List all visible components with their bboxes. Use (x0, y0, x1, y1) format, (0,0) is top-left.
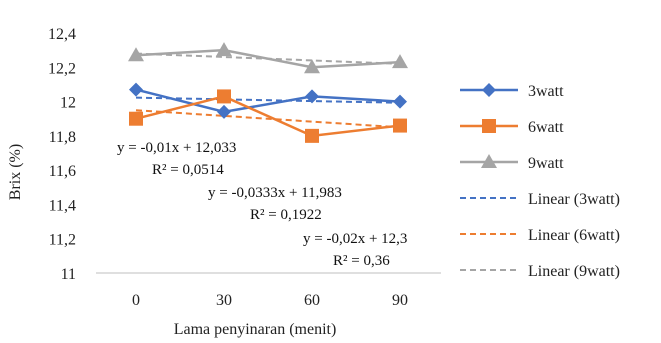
x-tick-label: 30 (216, 292, 232, 309)
trendline-3watt (135, 96, 401, 104)
x-tick-label: 0 (132, 292, 140, 309)
data-point-6watt (129, 111, 143, 126)
data-point-3watt (217, 104, 231, 119)
y-tick-label: 11,6 (49, 163, 76, 180)
data-point-9watt (304, 59, 320, 74)
series-line-9watt (135, 48, 401, 69)
legend-marker-9watt (481, 154, 497, 168)
legend-label-trend: Linear (3watt) (528, 191, 620, 208)
y-tick-label: 11 (61, 266, 76, 283)
data-point-9watt (128, 47, 144, 62)
trendline-6watt (135, 109, 401, 129)
trend-r2-3watt: R² = 0,0514 (152, 162, 224, 178)
legend-marker-3watt (482, 83, 496, 97)
trend-equation-9watt: y = -0,02x + 12,3 (303, 231, 407, 247)
data-point-6watt (393, 118, 407, 133)
trend-r2-6watt: R² = 0,1922 (250, 207, 322, 223)
legend-label-9watt: 9watt (528, 155, 564, 172)
trend-equation-3watt: y = -0,01x + 12,033 (117, 140, 236, 156)
data-point-3watt (305, 89, 319, 104)
data-point-9watt (392, 54, 408, 69)
y-tick-label: 12 (60, 95, 76, 112)
legend-label-trend: Linear (9watt) (528, 263, 620, 280)
series-line-6watt (135, 95, 401, 138)
y-axis-title: Brix (%) (7, 144, 24, 200)
data-point-9watt (216, 42, 232, 57)
y-tick-label: 11,8 (49, 129, 76, 146)
trend-r2-9watt: R² = 0,36 (333, 253, 390, 269)
legend-marker-6watt (482, 119, 496, 133)
legend-label-6watt: 6watt (528, 119, 564, 136)
y-tick-label: 11,4 (49, 197, 76, 214)
x-axis-title: Lama penyinaran (menit) (174, 321, 337, 338)
y-tick-label: 11,2 (49, 232, 76, 249)
y-tick-label: 12,4 (48, 26, 76, 43)
data-point-3watt (129, 82, 143, 97)
data-point-3watt (393, 94, 407, 109)
series-lines (128, 42, 408, 143)
data-point-6watt (217, 89, 231, 104)
x-tick-label: 60 (304, 292, 320, 309)
legend: 3watt 6watt 9watt Linear (3watt) Linear (6wa… (460, 83, 620, 280)
legend-label-trend: Linear (6watt) (528, 227, 620, 244)
trend-equation-6watt: y = -0,0333x + 11,983 (208, 185, 342, 201)
legend-label-3watt: 3watt (528, 83, 564, 100)
data-point-6watt (305, 128, 319, 143)
x-tick-label: 90 (392, 292, 408, 309)
series-line-3watt (135, 88, 401, 114)
y-tick-label: 12,2 (48, 60, 76, 77)
tick-labels: 11 11,2 11,4 11,6 11,8 12 12,2 12,4 0 30 60 90 (48, 26, 408, 309)
